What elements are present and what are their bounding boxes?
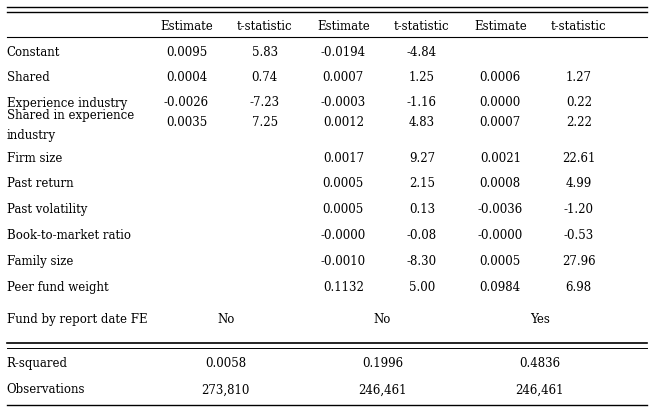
Text: Past return: Past return <box>7 177 73 190</box>
Text: t-statistic: t-statistic <box>551 19 607 33</box>
Text: 6.98: 6.98 <box>566 281 592 294</box>
Text: 4.83: 4.83 <box>409 115 435 128</box>
Text: 0.0095: 0.0095 <box>165 45 207 58</box>
Text: No: No <box>217 313 234 326</box>
Text: Yes: Yes <box>530 313 549 326</box>
Text: -0.0036: -0.0036 <box>477 203 523 216</box>
Text: 27.96: 27.96 <box>562 255 596 268</box>
Text: 7.25: 7.25 <box>252 115 278 128</box>
Text: 9.27: 9.27 <box>409 151 435 164</box>
Text: 0.0000: 0.0000 <box>479 96 521 109</box>
Text: t-statistic: t-statistic <box>237 19 293 33</box>
Text: Book-to-market ratio: Book-to-market ratio <box>7 229 131 242</box>
Text: 0.22: 0.22 <box>566 96 592 109</box>
Text: 246,461: 246,461 <box>515 382 564 396</box>
Text: 2.22: 2.22 <box>566 115 592 128</box>
Text: -8.30: -8.30 <box>407 255 437 268</box>
Text: 2.15: 2.15 <box>409 177 435 190</box>
Text: 5.83: 5.83 <box>252 45 278 58</box>
Text: Peer fund weight: Peer fund weight <box>7 281 108 294</box>
Text: -0.0000: -0.0000 <box>477 229 523 242</box>
Text: -1.20: -1.20 <box>564 203 594 216</box>
Text: 0.0012: 0.0012 <box>323 115 364 128</box>
Text: 0.0007: 0.0007 <box>322 71 364 84</box>
Text: Estimate: Estimate <box>474 19 526 33</box>
Text: 0.0984: 0.0984 <box>480 281 521 294</box>
Text: Fund by report date FE: Fund by report date FE <box>7 313 147 326</box>
Text: Shared: Shared <box>7 71 49 84</box>
Text: industry: industry <box>7 128 56 141</box>
Text: 0.0021: 0.0021 <box>480 151 521 164</box>
Text: 1.25: 1.25 <box>409 71 435 84</box>
Text: 0.0007: 0.0007 <box>479 115 521 128</box>
Text: -1.16: -1.16 <box>407 96 437 109</box>
Text: Family size: Family size <box>7 255 73 268</box>
Text: 0.1132: 0.1132 <box>323 281 364 294</box>
Text: Shared in experience: Shared in experience <box>7 108 134 121</box>
Text: 0.0005: 0.0005 <box>322 203 364 216</box>
Text: Observations: Observations <box>7 382 85 396</box>
Text: -0.0194: -0.0194 <box>321 45 366 58</box>
Text: 0.0005: 0.0005 <box>479 255 521 268</box>
Text: 0.0004: 0.0004 <box>165 71 207 84</box>
Text: 0.0008: 0.0008 <box>480 177 521 190</box>
Text: 0.13: 0.13 <box>409 203 435 216</box>
Text: t-statistic: t-statistic <box>394 19 450 33</box>
Text: -0.0003: -0.0003 <box>320 96 366 109</box>
Text: No: No <box>374 313 391 326</box>
Text: 273,810: 273,810 <box>201 382 250 396</box>
Text: -0.53: -0.53 <box>564 229 594 242</box>
Text: -0.0026: -0.0026 <box>164 96 209 109</box>
Text: 246,461: 246,461 <box>358 382 407 396</box>
Text: 1.27: 1.27 <box>566 71 592 84</box>
Text: Estimate: Estimate <box>160 19 213 33</box>
Text: 22.61: 22.61 <box>562 151 596 164</box>
Text: 0.0006: 0.0006 <box>479 71 521 84</box>
Text: 0.0035: 0.0035 <box>165 115 207 128</box>
Text: 4.99: 4.99 <box>566 177 592 190</box>
Text: 0.4836: 0.4836 <box>519 357 560 370</box>
Text: -0.08: -0.08 <box>407 229 437 242</box>
Text: Experience industry: Experience industry <box>7 96 127 109</box>
Text: -0.0000: -0.0000 <box>320 229 366 242</box>
Text: 5.00: 5.00 <box>409 281 435 294</box>
Text: -4.84: -4.84 <box>407 45 437 58</box>
Text: Firm size: Firm size <box>7 151 62 164</box>
Text: -0.0010: -0.0010 <box>321 255 366 268</box>
Text: 0.0017: 0.0017 <box>323 151 364 164</box>
Text: Constant: Constant <box>7 45 60 58</box>
Text: 0.74: 0.74 <box>252 71 278 84</box>
Text: Estimate: Estimate <box>317 19 370 33</box>
Text: Past volatility: Past volatility <box>7 203 87 216</box>
Text: R-squared: R-squared <box>7 357 67 370</box>
Text: 0.0005: 0.0005 <box>322 177 364 190</box>
Text: 0.0058: 0.0058 <box>205 357 246 370</box>
Text: 0.1996: 0.1996 <box>362 357 403 370</box>
Text: -7.23: -7.23 <box>250 96 280 109</box>
